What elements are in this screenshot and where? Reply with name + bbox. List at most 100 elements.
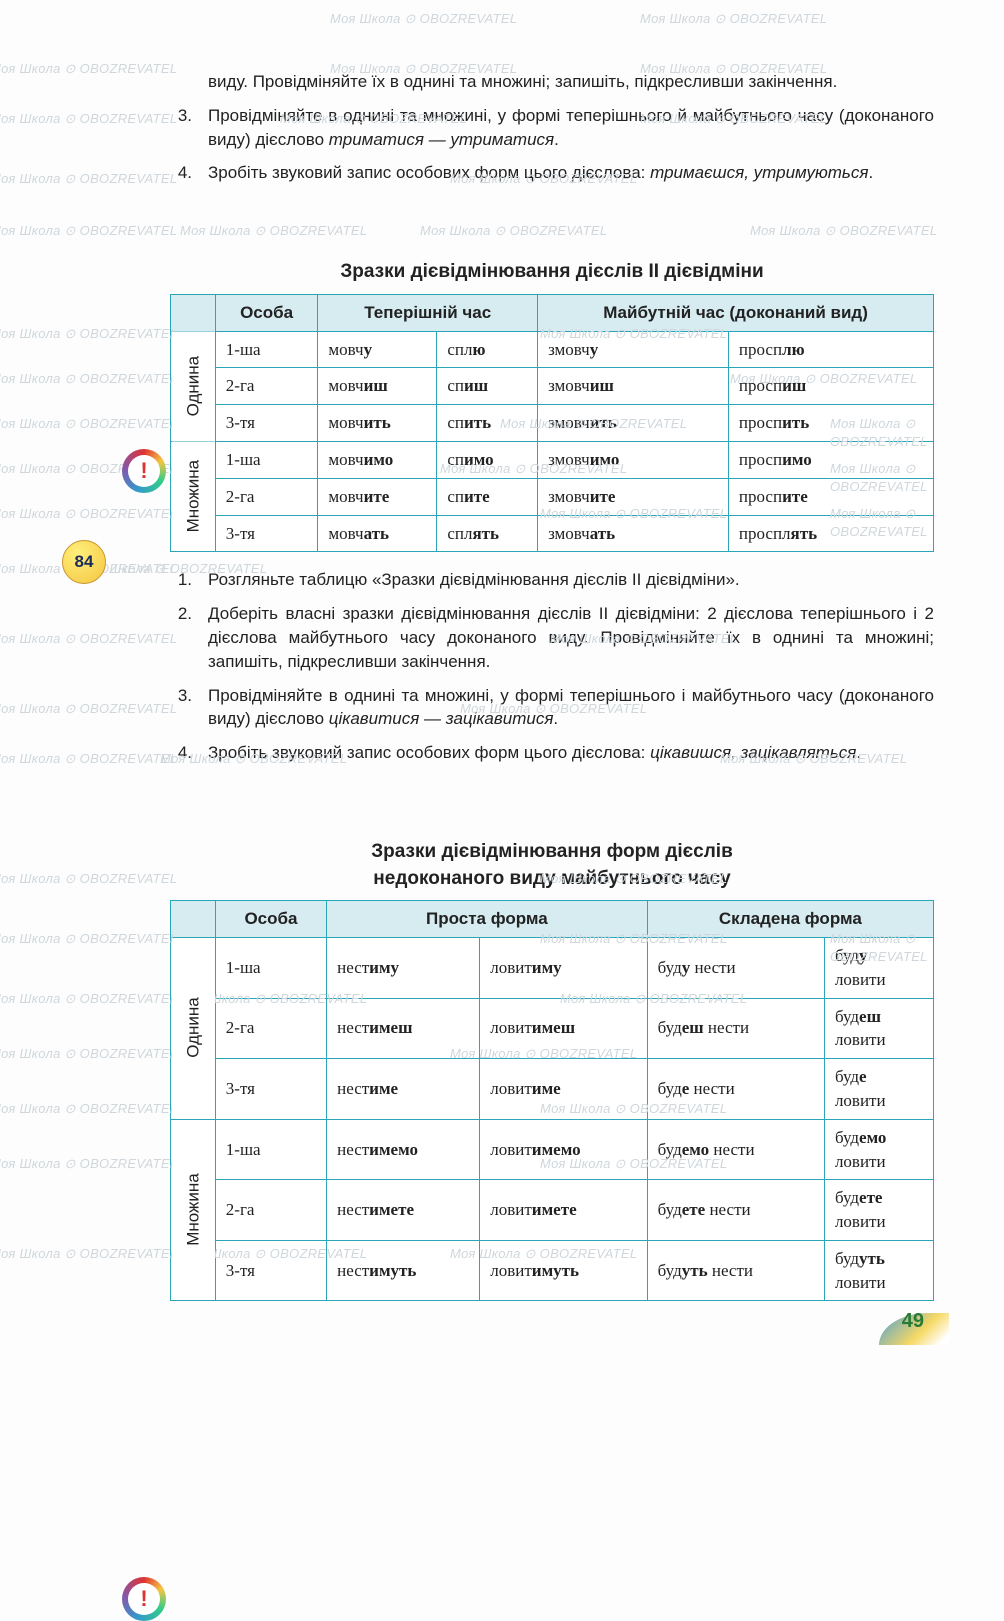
list-item-text: Доберіть власні зразки дієвідмінювання д… xyxy=(208,602,934,673)
table2-title-l1: Зразки дієвідмінювання форм дієслів xyxy=(371,841,733,862)
page: Моя Школа ⊙ OBOZREVATEL Моя Школа ⊙ OBOZR… xyxy=(0,0,1004,1357)
watermark: Моя Школа ⊙ OBOZREVATEL xyxy=(420,222,607,240)
person-cell: 3-тя xyxy=(215,405,318,442)
person-cell: 3-тя xyxy=(215,515,318,552)
table-cell: сплю xyxy=(437,331,538,368)
table-cell: ловитимеш xyxy=(480,998,647,1059)
exercise-badge: 84 xyxy=(62,540,106,584)
watermark: Моя Школа ⊙ OBOZREVATEL xyxy=(0,110,177,128)
row-group-label: Множина xyxy=(171,441,216,551)
exclamation-icon xyxy=(122,1577,166,1621)
column-header: Теперішній час xyxy=(318,294,538,331)
table-cell: просплю xyxy=(728,331,933,368)
table1-wrap: ОсобаТеперішній часМайбутній час (докона… xyxy=(170,294,934,553)
table-cell: буде нести xyxy=(647,1059,824,1120)
table-cell: ловитимуть xyxy=(480,1240,647,1301)
exercise-list: 1. Розгляньте таблицю «Зразки дієвідмінюв… xyxy=(170,568,934,765)
table-cell: буделовити xyxy=(824,1059,933,1120)
table2-title: Зразки дієвідмінювання форм дієслів недо… xyxy=(170,839,934,892)
watermark: Моя Школа ⊙ OBOZREVATEL xyxy=(0,870,177,888)
table-cell: спить xyxy=(437,405,538,442)
watermark: Моя Школа ⊙ OBOZREVATEL xyxy=(0,630,177,648)
person-cell: 1-ша xyxy=(215,937,326,998)
table-cell: змовчимо xyxy=(538,441,729,478)
table-cell: нестимуть xyxy=(327,1240,480,1301)
list-item: 4.Зробіть звуковий запис особових форм ц… xyxy=(170,741,934,765)
list-item: виду. Провідміняйте їх в однині та множи… xyxy=(170,70,934,94)
table-cell: ловитиме xyxy=(480,1059,647,1120)
table-cell: мовчить xyxy=(318,405,437,442)
table-cell: нестимеш xyxy=(327,998,480,1059)
list-item: 4. Зробіть звуковий запис особових форм ц… xyxy=(170,161,934,185)
table-cell: змовчать xyxy=(538,515,729,552)
table-cell: сплять xyxy=(437,515,538,552)
table-cell: спите xyxy=(437,478,538,515)
table-cell: буду нести xyxy=(647,937,824,998)
list-item-text: Зробіть звуковий запис особових форм цьо… xyxy=(208,741,934,765)
person-cell: 1-ша xyxy=(215,441,318,478)
table-cell: нестимете xyxy=(327,1180,480,1241)
table-cell: змовчить xyxy=(538,405,729,442)
table-cell: проспиш xyxy=(728,368,933,405)
table-cell: будете нести xyxy=(647,1180,824,1241)
table-cell: будуть нести xyxy=(647,1240,824,1301)
table-cell: мовчу xyxy=(318,331,437,368)
person-cell: 2-га xyxy=(215,368,318,405)
list-item-number: 3. xyxy=(170,684,192,732)
list-item: 1. Розгляньте таблицю «Зразки дієвідмінюв… xyxy=(170,568,934,592)
column-header: Проста форма xyxy=(327,901,648,938)
table-cell: проспимо xyxy=(728,441,933,478)
watermark: Моя Школа ⊙ OBOZREVATEL xyxy=(0,222,177,240)
column-header: Особа xyxy=(215,294,318,331)
table-cell: просплять xyxy=(728,515,933,552)
table-cell: будеш нести xyxy=(647,998,824,1059)
table-cell: мовчать xyxy=(318,515,437,552)
list-item-text: виду. Провідміняйте їх в однині та множи… xyxy=(208,70,934,94)
table-cell: мовчимо xyxy=(318,441,437,478)
list-item-number: 3. xyxy=(170,104,192,152)
table-cell: змовчите xyxy=(538,478,729,515)
watermark: Моя Школа ⊙ OBOZREVATEL xyxy=(0,325,177,343)
table-cell: проспить xyxy=(728,405,933,442)
table-cell: будемо нести xyxy=(647,1119,824,1180)
table1: ОсобаТеперішній часМайбутній час (докона… xyxy=(170,294,934,553)
watermark: Моя Школа ⊙ OBOZREVATEL xyxy=(0,1100,177,1118)
list-item-number: 4. xyxy=(170,161,192,185)
person-cell: 2-га xyxy=(215,998,326,1059)
watermark: Моя Школа ⊙ OBOZREVATEL xyxy=(0,930,177,948)
watermark: Моя Школа ⊙ OBOZREVATEL xyxy=(0,1155,177,1173)
table-cell: будешловити xyxy=(824,998,933,1059)
column-header: Майбутній час (доконаний вид) xyxy=(538,294,934,331)
list-item-number: 1. xyxy=(170,568,192,592)
intro-list: виду. Провідміняйте їх в однині та множи… xyxy=(170,70,934,185)
table2: ОсобаПроста формаСкладена формаОднина1-ш… xyxy=(170,900,934,1301)
watermark: Моя Школа ⊙ OBOZREVATEL xyxy=(0,990,177,1008)
person-cell: 3-тя xyxy=(215,1059,326,1120)
table-cell: спимо xyxy=(437,441,538,478)
list-item-text: Зробіть звуковий запис особових форм цьо… xyxy=(208,161,934,185)
watermark: Моя Школа ⊙ OBOZREVATEL xyxy=(750,222,937,240)
watermark: Моя Школа ⊙ OBOZREVATEL xyxy=(0,415,177,433)
watermark: Моя Школа ⊙ OBOZREVATEL xyxy=(0,700,177,718)
person-cell: 2-га xyxy=(215,478,318,515)
table-cell: змовчиш xyxy=(538,368,729,405)
page-number: 49 xyxy=(902,1307,924,1335)
row-group-label: Однина xyxy=(171,937,216,1119)
table-cell: нестиму xyxy=(327,937,480,998)
row-group-label: Множина xyxy=(171,1119,216,1301)
exclamation-icon xyxy=(122,449,166,493)
list-item: 3.Провідміняйте в однині та множині, у ф… xyxy=(170,104,934,152)
table-cell: будутьловити xyxy=(824,1240,933,1301)
list-item-text: Провідміняйте в однині та множині, у фор… xyxy=(208,684,934,732)
watermark: Моя Школа ⊙ OBOZREVATEL xyxy=(0,1245,177,1263)
table2-title-l2: недоконаного виду майбутнього часу xyxy=(373,868,730,889)
table-cell: будемоловити xyxy=(824,1119,933,1180)
table-cell: будуловити xyxy=(824,937,933,998)
list-item-number xyxy=(170,70,192,94)
person-cell: 1-ша xyxy=(215,331,318,368)
watermark: Моя Школа ⊙ OBOZREVATEL xyxy=(640,10,827,28)
list-item-text: Розгляньте таблицю «Зразки дієвідмінюван… xyxy=(208,568,934,592)
watermark: Моя Школа ⊙ OBOZREVATEL xyxy=(0,370,177,388)
table1-title: Зразки дієвідмінювання дієслів II дієвід… xyxy=(170,259,934,286)
table-cell: ловитимете xyxy=(480,1180,647,1241)
